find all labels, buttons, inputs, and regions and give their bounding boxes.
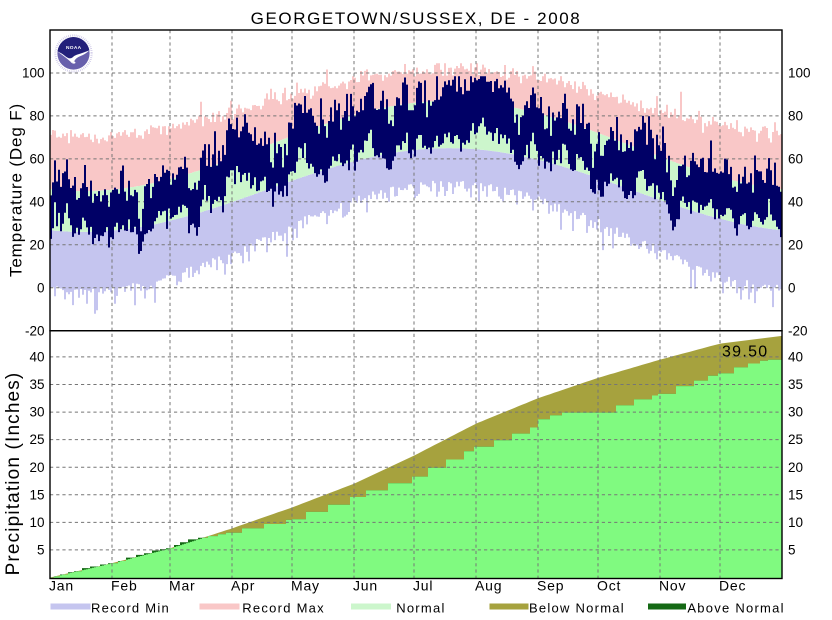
svg-text:15: 15	[788, 487, 803, 502]
svg-text:80: 80	[788, 109, 803, 124]
svg-text:40: 40	[788, 350, 803, 365]
svg-text:5: 5	[37, 543, 45, 558]
svg-text:-20: -20	[788, 323, 808, 338]
svg-text:Apr: Apr	[231, 578, 255, 594]
svg-text:NOAA: NOAA	[66, 45, 82, 51]
svg-text:10: 10	[788, 515, 803, 530]
svg-text:GEORGETOWN/SUSSEX, DE - 2008: GEORGETOWN/SUSSEX, DE - 2008	[251, 9, 582, 28]
svg-text:Aug: Aug	[475, 578, 502, 594]
svg-text:39.50: 39.50	[722, 344, 769, 361]
svg-text:60: 60	[29, 152, 44, 167]
svg-text:30: 30	[29, 405, 44, 420]
svg-text:40: 40	[29, 194, 44, 209]
svg-text:Dec: Dec	[719, 578, 746, 594]
svg-text:Record Min: Record Min	[91, 601, 170, 616]
svg-text:0: 0	[37, 280, 45, 295]
svg-text:25: 25	[788, 432, 803, 447]
svg-text:Precipitation (Inches): Precipitation (Inches)	[3, 372, 24, 576]
svg-text:Nov: Nov	[659, 578, 686, 594]
svg-text:Above Normal: Above Normal	[687, 601, 784, 616]
svg-text:40: 40	[788, 194, 803, 209]
svg-text:15: 15	[29, 487, 44, 502]
svg-text:0: 0	[788, 280, 796, 295]
svg-text:Oct: Oct	[597, 578, 621, 594]
svg-text:35: 35	[788, 377, 803, 392]
svg-text:May: May	[291, 578, 320, 594]
svg-text:Feb: Feb	[111, 578, 138, 594]
svg-text:Sep: Sep	[537, 578, 564, 594]
svg-text:100: 100	[788, 66, 811, 81]
svg-text:Normal: Normal	[396, 601, 445, 616]
svg-text:Record Max: Record Max	[242, 601, 325, 616]
svg-text:20: 20	[29, 460, 44, 475]
svg-text:Jun: Jun	[353, 578, 378, 594]
svg-text:5: 5	[788, 543, 796, 558]
svg-text:20: 20	[29, 237, 44, 252]
svg-text:20: 20	[788, 237, 803, 252]
svg-text:Temperature (Deg F): Temperature (Deg F)	[7, 103, 26, 277]
svg-text:60: 60	[788, 152, 803, 167]
svg-text:25: 25	[29, 432, 44, 447]
svg-text:-20: -20	[25, 323, 45, 338]
svg-text:100: 100	[22, 66, 45, 81]
svg-text:Jan: Jan	[49, 578, 74, 594]
svg-text:Below Normal: Below Normal	[529, 601, 625, 616]
svg-text:35: 35	[29, 377, 44, 392]
svg-text:40: 40	[29, 350, 44, 365]
svg-text:20: 20	[788, 460, 803, 475]
svg-text:Jul: Jul	[413, 578, 433, 594]
svg-text:30: 30	[788, 405, 803, 420]
svg-text:80: 80	[29, 109, 44, 124]
svg-text:10: 10	[29, 515, 44, 530]
svg-text:Mar: Mar	[169, 578, 196, 594]
